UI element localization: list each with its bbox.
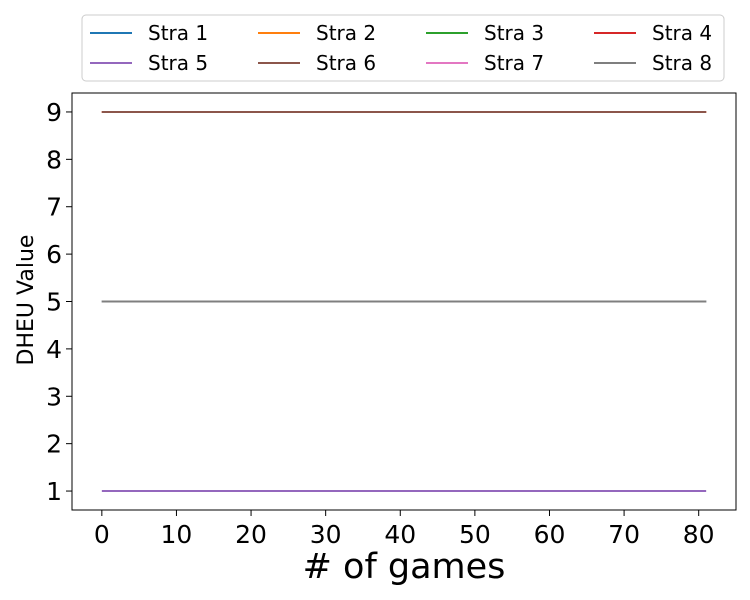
legend-label-8: Stra 8 bbox=[652, 51, 712, 75]
legend-label-1: Stra 1 bbox=[148, 21, 208, 45]
x-tick-label: 30 bbox=[310, 520, 342, 549]
x-tick-label: 0 bbox=[94, 520, 110, 549]
y-tick-label: 8 bbox=[46, 145, 62, 174]
legend-label-4: Stra 4 bbox=[652, 21, 712, 45]
y-tick-label: 7 bbox=[46, 193, 62, 222]
x-axis-title: # of games bbox=[303, 547, 506, 587]
y-tick-label: 5 bbox=[46, 288, 62, 317]
y-tick-label: 9 bbox=[46, 98, 62, 127]
x-tick-label: 50 bbox=[459, 520, 491, 549]
y-tick-label: 3 bbox=[46, 382, 62, 411]
y-tick-label: 1 bbox=[46, 477, 62, 506]
y-tick-label: 4 bbox=[46, 335, 62, 364]
y-tick-label: 2 bbox=[46, 430, 62, 459]
axes: 0 10 20 30 40 50 60 70 80 1 2 3 4 5 6 7 8 9 bbox=[46, 92, 737, 549]
x-tick-label: 20 bbox=[235, 520, 267, 549]
legend-box bbox=[81, 14, 725, 82]
legend-label-7: Stra 7 bbox=[484, 51, 544, 75]
legend: Stra 1 Stra 2 Stra 3 Stra 4 Stra 5 Stra 6 Stra… bbox=[81, 14, 725, 82]
legend-label-3: Stra 3 bbox=[484, 21, 544, 45]
y-tick-label: 6 bbox=[46, 240, 62, 269]
plot-area bbox=[101, 110, 707, 493]
x-tick-label: 10 bbox=[161, 520, 193, 549]
x-tick-label: 40 bbox=[384, 520, 416, 549]
x-tick-label: 70 bbox=[608, 520, 640, 549]
x-tick-label: 60 bbox=[534, 520, 566, 549]
x-tick-label: 80 bbox=[683, 520, 715, 549]
legend-label-5: Stra 5 bbox=[148, 51, 208, 75]
y-axis-title: DHEU Value bbox=[14, 235, 39, 366]
legend-label-6: Stra 6 bbox=[316, 51, 376, 75]
legend-label-2: Stra 2 bbox=[316, 21, 376, 45]
